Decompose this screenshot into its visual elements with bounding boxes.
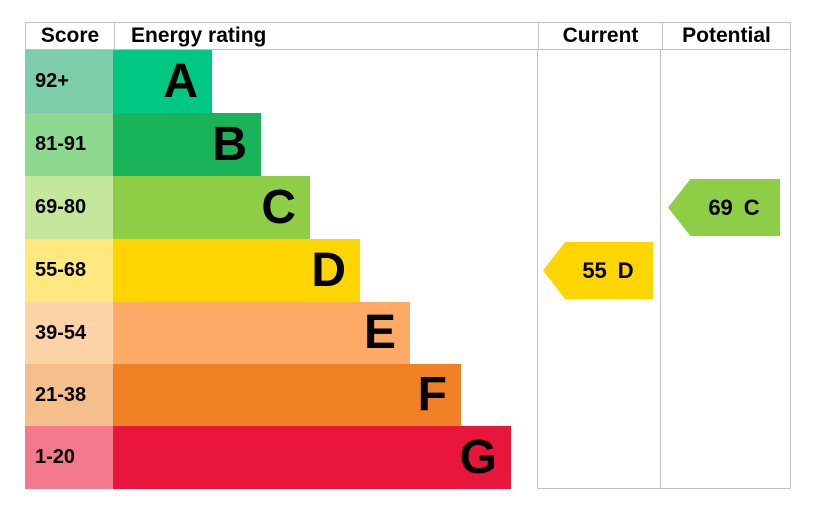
potential-rating-arrow: 69 C bbox=[668, 179, 780, 236]
score-range-label: 55-68 bbox=[35, 259, 87, 281]
band-row-f: 21-38 F bbox=[25, 364, 791, 426]
band-bar-b: B bbox=[113, 113, 261, 176]
score-cell: 81-91 bbox=[25, 113, 113, 176]
score-range-label: 1-20 bbox=[35, 446, 76, 468]
score-range-label: 69-80 bbox=[35, 196, 87, 218]
band-bar-g: G bbox=[113, 426, 511, 489]
band-letter: E bbox=[363, 306, 396, 359]
score-range-label: 92+ bbox=[35, 70, 69, 92]
band-bar-e: E bbox=[113, 302, 410, 364]
epc-table: Score Energy rating Current Potential 92… bbox=[25, 22, 791, 491]
score-cell: 55-68 bbox=[25, 239, 113, 302]
score-cell: 69-80 bbox=[25, 176, 113, 239]
band-row-b: 81-91 B bbox=[25, 113, 791, 176]
score-cell: 92+ bbox=[25, 50, 113, 113]
band-letter: D bbox=[311, 243, 346, 297]
header-score: Score bbox=[40, 24, 100, 47]
potential-score-value: 69 bbox=[708, 194, 733, 220]
score-cell: 1-20 bbox=[25, 426, 113, 489]
band-row-c: 69-80 C bbox=[25, 176, 791, 239]
band-row-e: 39-54 E bbox=[25, 302, 791, 364]
band-letter: F bbox=[417, 368, 447, 421]
score-range-label: 39-54 bbox=[35, 321, 87, 344]
band-bar-a: A bbox=[113, 50, 212, 113]
potential-band-letter: C bbox=[743, 194, 760, 220]
band-row-d: 55-68 D bbox=[25, 239, 791, 302]
current-rating-arrow: 55 D bbox=[543, 242, 653, 299]
current-column bbox=[537, 50, 661, 489]
score-cell: 39-54 bbox=[25, 302, 113, 364]
current-score-value: 55 bbox=[582, 257, 607, 283]
header-potential: Potential bbox=[662, 23, 790, 49]
current-band-letter: D bbox=[617, 257, 634, 283]
score-cell: 21-38 bbox=[25, 364, 113, 426]
score-range-label: 21-38 bbox=[35, 383, 87, 406]
potential-column bbox=[661, 50, 791, 489]
score-range-label: 81-91 bbox=[35, 133, 87, 155]
band-letter: C bbox=[261, 180, 296, 234]
band-letter: A bbox=[163, 54, 198, 108]
band-row-a: 92+ A bbox=[25, 50, 791, 113]
header-row: Score Energy rating Current Potential bbox=[25, 22, 791, 50]
band-letter: B bbox=[212, 117, 247, 171]
header-current: Current bbox=[538, 23, 662, 49]
band-row-g: 1-20 G bbox=[25, 426, 791, 489]
band-bar-c: C bbox=[113, 176, 310, 239]
header-energy-rating: Energy rating bbox=[114, 23, 538, 49]
band-letter: G bbox=[459, 430, 497, 484]
band-bar-d: D bbox=[113, 239, 360, 302]
band-bar-f: F bbox=[113, 364, 461, 426]
